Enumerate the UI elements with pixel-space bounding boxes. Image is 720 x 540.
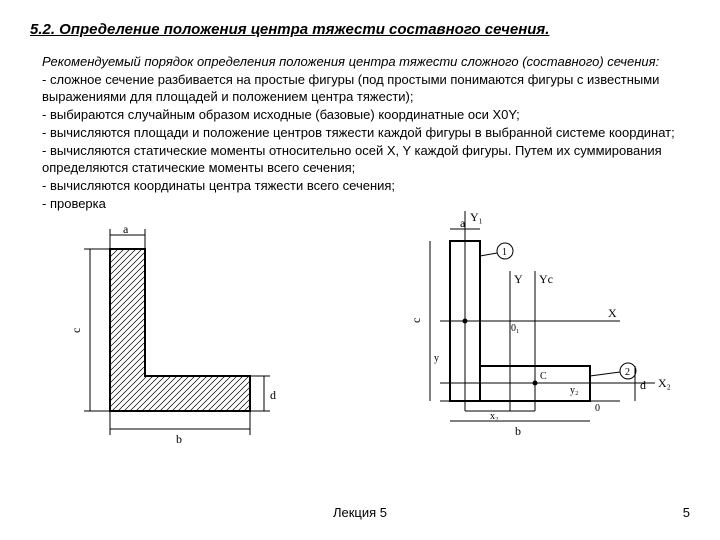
page-number: 5 xyxy=(683,505,690,522)
left-diagram: a c d b xyxy=(50,221,300,451)
label-d2: d xyxy=(640,378,646,392)
section-heading: 5.2. Определение положения центра тяжест… xyxy=(30,20,690,40)
axis-yc-v: Yc xyxy=(539,272,553,286)
label-a: a xyxy=(123,222,129,236)
label-c2: c xyxy=(409,317,423,322)
axis-y: Y xyxy=(514,272,523,286)
intro-text: Рекомендуемый порядок определения положе… xyxy=(42,54,690,71)
label-b2: b xyxy=(515,424,521,438)
origin-0: 0 xyxy=(595,403,600,414)
right-diagram: Y₁ Y Yc X 0₁ X₂ C d 0 1 2 a xyxy=(360,211,690,451)
label-a2: a xyxy=(460,216,466,230)
bullet-1: - выбираются случайным образом исходные … xyxy=(42,107,690,124)
xc2-label: x₂ xyxy=(490,411,499,422)
label-c: c xyxy=(69,327,83,332)
c-label: C xyxy=(540,371,547,382)
lecture-label: Лекция 5 xyxy=(333,505,387,522)
origin-1: 0₁ xyxy=(511,323,520,334)
label-b: b xyxy=(176,432,182,446)
bullet-3: - вычисляются статические моменты относи… xyxy=(42,143,690,177)
bullet-0: - сложное сечение разбивается на простые… xyxy=(42,72,690,106)
axis-x2: X₂ xyxy=(658,376,671,390)
callout-2: 2 xyxy=(625,367,630,378)
yc1-label: y xyxy=(434,353,439,364)
yc2-label: y₂ xyxy=(570,385,579,396)
bullet-2: - вычисляются площади и положение центро… xyxy=(42,125,690,142)
diagrams-area: a c d b Y₁ Y Yc X 0₁ xyxy=(30,221,690,451)
axis-y1: Y₁ xyxy=(470,211,483,224)
label-d: d xyxy=(270,388,276,402)
bullet-4: - вычисляются координаты центра тяжести … xyxy=(42,178,690,195)
footer: Лекция 5 5 xyxy=(30,505,690,522)
callout-1: 1 xyxy=(502,247,507,258)
axis-x1: X xyxy=(608,306,617,320)
